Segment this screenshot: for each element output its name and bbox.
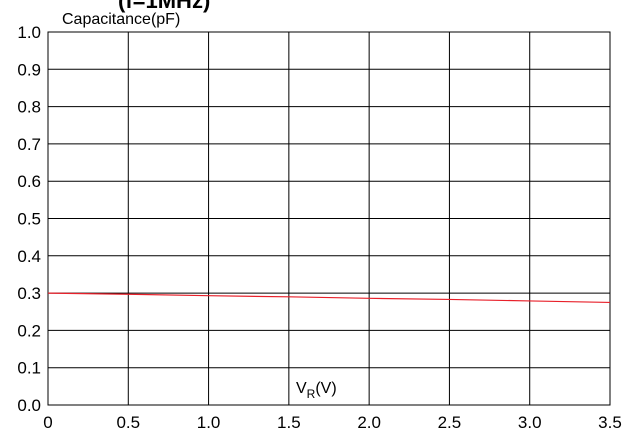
y-tick-label: 0.0 bbox=[17, 396, 41, 415]
x-tick-labels: 0 0.5 1.0 1.5 2.0 2.5 3.0 3.5 bbox=[43, 413, 622, 432]
x-axis-label-sub: R bbox=[307, 387, 316, 401]
x-tick-label: 2.5 bbox=[438, 413, 462, 432]
x-tick-label: 2.0 bbox=[357, 413, 381, 432]
y-tick-label: 0.8 bbox=[17, 98, 41, 117]
x-axis-label-main: V bbox=[296, 380, 307, 397]
y-tick-label: 0.7 bbox=[17, 135, 41, 154]
series-layer bbox=[47, 292, 611, 304]
y-tick-labels: 0.0 0.1 0.2 0.3 0.4 0.5 0.6 0.7 0.8 0.9 1.0 bbox=[17, 23, 41, 415]
x-tick-label: 3.5 bbox=[598, 413, 622, 432]
series-line bbox=[47, 292, 611, 304]
x-tick-label: 0 bbox=[43, 413, 52, 432]
x-axis-label-tail: (V) bbox=[315, 380, 336, 397]
x-tick-label: 1.0 bbox=[197, 413, 221, 432]
y-tick-label: 0.3 bbox=[17, 284, 41, 303]
plot-frame bbox=[47, 31, 611, 406]
x-tick-label: 3.0 bbox=[518, 413, 542, 432]
x-tick-label: 1.5 bbox=[277, 413, 301, 432]
y-tick-label: 0.2 bbox=[17, 321, 41, 340]
y-axis-label: Capacitance(pF) bbox=[62, 11, 180, 28]
x-axis-label: VR(V) bbox=[296, 380, 337, 401]
y-tick-label: 0.9 bbox=[17, 60, 41, 79]
chart-title-fragment: (f=1MHz) bbox=[118, 0, 210, 13]
y-tick-label: 0.4 bbox=[17, 247, 41, 266]
x-tick-label: 0.5 bbox=[116, 413, 140, 432]
grid bbox=[47, 31, 611, 406]
y-tick-label: 0.5 bbox=[17, 210, 41, 229]
y-tick-label: 0.1 bbox=[17, 359, 41, 378]
y-tick-label: 0.6 bbox=[17, 172, 41, 191]
y-tick-label: 1.0 bbox=[17, 23, 41, 42]
